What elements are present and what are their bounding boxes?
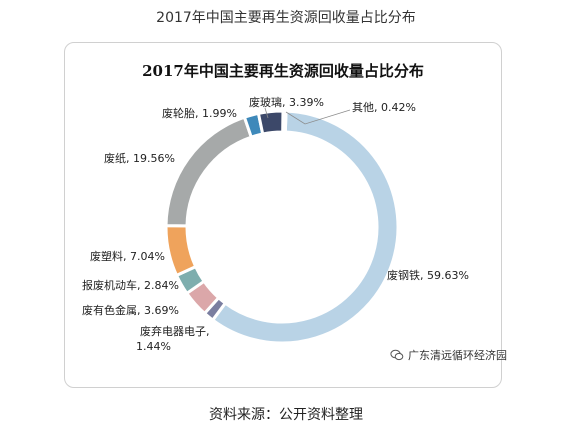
- slice-2-label: 废有色金属, 3.69%: [82, 303, 179, 317]
- slice-3-label: 报废机动车, 2.84%: [82, 278, 179, 292]
- chart-title: 2017年中国主要再生资源回收量占比分布: [142, 62, 424, 80]
- slice-0-label: 废钢铁, 59.63%: [387, 268, 469, 282]
- watermark: 广东清远循环经济园: [390, 347, 507, 363]
- slice-4-label: 废塑料, 7.04%: [90, 249, 165, 263]
- slice-8-arc: [281, 109, 288, 134]
- page-title: 2017年中国主要再生资源回收量占比分布: [156, 10, 416, 26]
- slice-6-label: 废轮胎, 1.99%: [162, 106, 237, 120]
- slice-8-leader-line: [285, 109, 351, 125]
- slice-8-label: 其他, 0.42%: [352, 101, 416, 114]
- slice-7-leader-line: [264, 107, 269, 119]
- slice-0-arc: [211, 109, 400, 345]
- source-note: 资料来源：公开资料整理: [209, 407, 363, 423]
- slice-1-label: 废弃电器电子, 1.44%: [136, 324, 210, 353]
- wechat-icon: [390, 349, 404, 361]
- slice-5-label: 废纸, 19.56%: [104, 151, 175, 165]
- slice-7-arc: [256, 109, 285, 136]
- slice-4-arc: [164, 224, 198, 277]
- watermark-text: 广东清远循环经济园: [408, 349, 507, 362]
- slice-7-label: 废玻璃, 3.39%: [249, 95, 324, 109]
- slice-5-arc: [164, 115, 253, 228]
